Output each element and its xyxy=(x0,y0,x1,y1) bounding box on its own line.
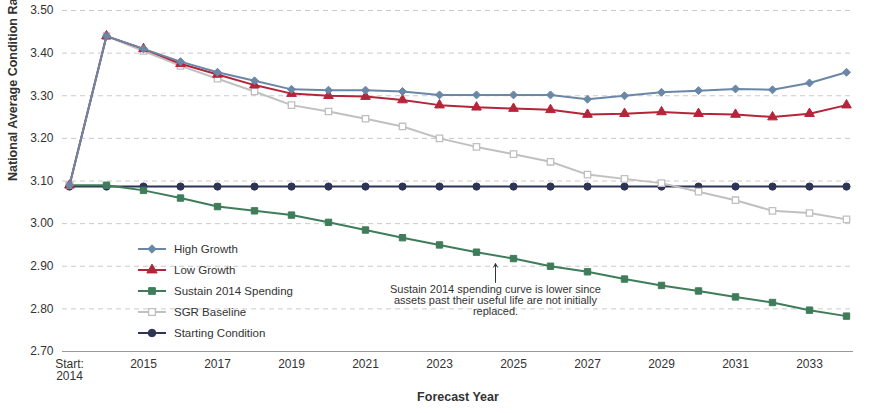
svg-text:3.40: 3.40 xyxy=(30,46,54,60)
svg-text:2.80: 2.80 xyxy=(30,302,54,316)
svg-text:2021: 2021 xyxy=(352,357,379,371)
svg-text:Sustain 2014 spending curve is: Sustain 2014 spending curve is lower sin… xyxy=(390,283,601,317)
svg-text:Start:2014: Start:2014 xyxy=(55,357,84,383)
svg-text:2031: 2031 xyxy=(722,357,749,371)
svg-text:Forecast Year: Forecast Year xyxy=(417,390,499,404)
svg-text:2015: 2015 xyxy=(130,357,157,371)
svg-text:2017: 2017 xyxy=(204,357,231,371)
html-text:Starting Condition: Starting Condition xyxy=(174,326,266,339)
svg-text:2.90: 2.90 xyxy=(30,259,54,273)
svg-text:2025: 2025 xyxy=(500,357,527,371)
svg-text:2.70: 2.70 xyxy=(30,344,54,358)
html-text:Low Growth: Low Growth xyxy=(174,263,236,276)
html-text:SGR Baseline: SGR Baseline xyxy=(174,305,247,318)
svg-text:2029: 2029 xyxy=(648,357,675,371)
svg-text:National Average Condition Rat: National Average Condition Rating xyxy=(6,0,20,181)
svg-text:3.50: 3.50 xyxy=(30,3,54,17)
svg-text:2019: 2019 xyxy=(278,357,305,371)
svg-text:2033: 2033 xyxy=(796,357,823,371)
svg-text:2023: 2023 xyxy=(426,357,453,371)
svg-text:3.30: 3.30 xyxy=(30,89,54,103)
svg-text:3.00: 3.00 xyxy=(30,216,54,230)
html-text:Sustain 2014 Spending: Sustain 2014 Spending xyxy=(174,284,293,297)
svg-text:2027: 2027 xyxy=(574,357,601,371)
svg-text:3.20: 3.20 xyxy=(30,131,54,145)
svg-text:3.10: 3.10 xyxy=(30,174,54,188)
html-text:High Growth: High Growth xyxy=(174,242,238,255)
